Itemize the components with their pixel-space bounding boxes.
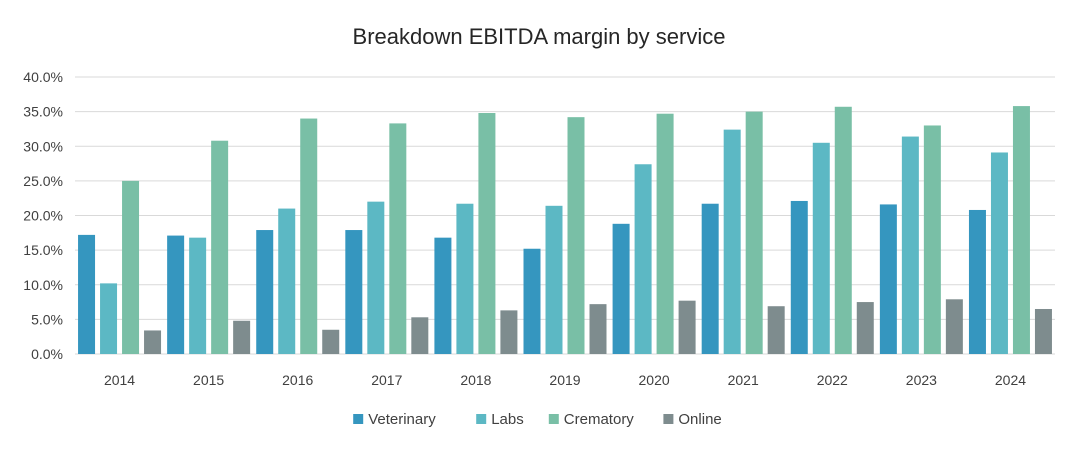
legend-item-labs: Labs [476,411,524,428]
y-tick-label: 30.0% [23,138,63,154]
x-tick-label: 2019 [549,372,580,388]
bar-labs-2021 [723,129,741,354]
x-tick-label: 2018 [460,372,491,388]
legend-item-veterinary: Veterinary [353,411,436,428]
bar-online-2017 [411,317,429,354]
bar-crematory-2016 [300,118,318,354]
gridlines [75,76,1055,355]
bar-labs-2024 [990,152,1008,354]
bar-online-2023 [945,299,963,354]
x-tick-label: 2017 [371,372,402,388]
x-tick-label: 2024 [995,372,1026,388]
y-tick-label: 40.0% [23,69,63,85]
bar-crematory-2022 [834,106,852,354]
y-tick-label: 10.0% [23,277,63,293]
bar-labs-2017 [367,201,385,354]
bar-online-2014 [144,330,162,354]
legend: Veterinary Labs Crematory Online [353,411,722,428]
bar-labs-2016 [278,208,296,354]
x-tick-label: 2014 [104,372,135,388]
bar-veterinary-2019 [523,248,541,354]
x-tick-label: 2021 [728,372,759,388]
bar-veterinary-2022 [790,200,808,354]
bar-online-2022 [856,302,874,354]
bar-labs-2018 [456,203,474,354]
x-tick-label: 2020 [639,372,670,388]
bar-veterinary-2023 [879,204,897,354]
bar-crematory-2023 [923,125,941,354]
bar-veterinary-2015 [167,235,185,354]
legend-label: Online [678,411,721,428]
x-tick-label: 2022 [817,372,848,388]
legend-label: Crematory [564,411,635,428]
bar-veterinary-2024 [968,209,986,354]
bar-veterinary-2021 [701,203,719,354]
bar-online-2020 [678,300,696,354]
bar-crematory-2020 [656,113,674,354]
bar-labs-2015 [189,237,207,354]
bars [78,106,1052,355]
legend-label: Labs [491,411,524,428]
bar-online-2015 [233,320,251,354]
y-tick-label: 15.0% [23,242,63,258]
y-axis-ticks: 0.0% 5.0% 10.0% 15.0% 20.0% 25.0% 30.0% 35.0% 40… [23,69,63,362]
legend-swatch [663,414,674,424]
y-tick-label: 0.0% [31,346,63,362]
bar-labs-2023 [901,136,919,354]
bar-veterinary-2017 [345,230,363,354]
x-tick-label: 2023 [906,372,937,388]
chart-title: Breakdown EBITDA margin by service [353,24,726,49]
bar-crematory-2015 [211,140,229,354]
legend-swatch [548,414,559,424]
bar-crematory-2021 [745,111,763,354]
bar-veterinary-2016 [256,230,274,354]
bar-labs-2022 [812,142,830,354]
bar-labs-2014 [100,283,118,354]
x-tick-label: 2015 [193,372,224,388]
bar-labs-2020 [634,164,652,354]
bar-crematory-2024 [1012,106,1030,355]
y-tick-label: 5.0% [31,311,63,327]
bar-online-2024 [1034,308,1052,354]
legend-item-crematory: Crematory [548,411,635,428]
bar-labs-2019 [545,205,563,354]
x-tick-label: 2016 [282,372,313,388]
legend-item-online: Online [663,411,722,428]
bar-crematory-2017 [389,123,407,355]
bar-online-2016 [322,329,340,354]
legend-swatch [476,414,487,424]
y-tick-label: 35.0% [23,104,63,120]
bar-crematory-2019 [567,117,585,354]
y-tick-label: 20.0% [23,208,63,224]
bar-veterinary-2018 [434,237,452,354]
bar-online-2019 [589,304,607,354]
y-tick-label: 25.0% [23,173,63,189]
legend-swatch [353,414,364,424]
x-axis-ticks: 2014 2015 2016 2017 2018 2019 2020 2021 2022 2023… [104,372,1026,388]
bar-veterinary-2020 [612,223,630,354]
bar-crematory-2014 [122,180,140,354]
bar-online-2021 [767,306,785,354]
bar-crematory-2018 [478,113,496,354]
bar-online-2018 [500,310,518,354]
legend-label: Veterinary [368,411,436,428]
bar-veterinary-2014 [78,234,96,354]
